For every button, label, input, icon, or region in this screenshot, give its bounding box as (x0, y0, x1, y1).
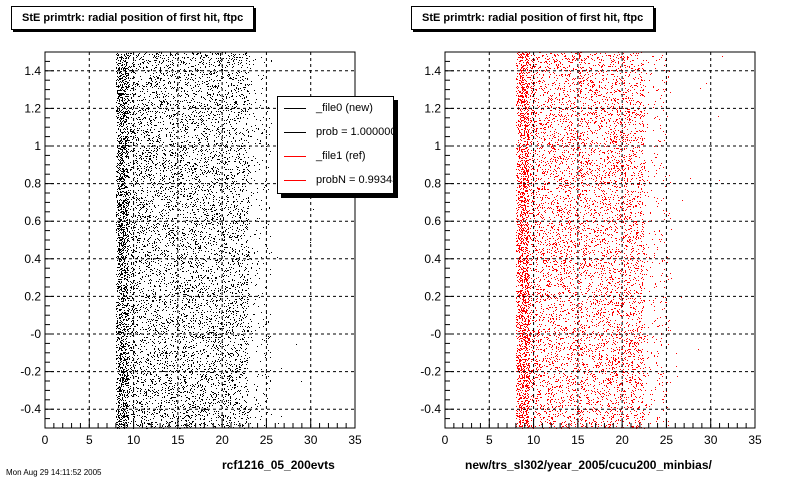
x-tick-label-4: 20 (215, 433, 229, 447)
y-tick-label-8: 1.2 (424, 101, 441, 115)
legend-entry-prob: prob = 1.000000 (278, 121, 394, 145)
x-tick-label-0: 0 (442, 433, 449, 447)
x-tick-label-5: 25 (660, 433, 674, 447)
y-tick-label-3: 0.2 (424, 289, 441, 303)
x-tick-label-1: 5 (86, 433, 93, 447)
x-tick-label-6: 30 (304, 433, 318, 447)
y-tick-label-0: -0.4 (20, 402, 41, 416)
y-tick-label-9: 1.4 (424, 64, 441, 78)
legend-entry-file1: _file1 (ref) (278, 145, 393, 169)
y-tick-label-9: 1.4 (24, 64, 41, 78)
x-tick-label-6: 30 (704, 433, 718, 447)
x-tick-label-3: 15 (171, 433, 185, 447)
y-tick-label-7: 1 (34, 139, 41, 153)
x-tick-label-1: 5 (486, 433, 493, 447)
x-tick-label-2: 10 (127, 433, 141, 447)
right-scatter-plot: 0 5 10 15 20 25 30 35 -0.4 -0.2 -0 0.2 0.4 0.6 0.8 1 1.2… (420, 51, 762, 447)
legend-label-probn: probN = 0.993430 (316, 174, 393, 186)
legend-label-prob: prob = 1.000000 (316, 126, 394, 138)
x-tick-label-2: 10 (527, 433, 541, 447)
legend-box: _file0 (new) prob = 1.000000 _file1 (ref… (277, 96, 394, 194)
y-tick-label-5: 0.6 (24, 214, 41, 228)
x-tick-label-4: 20 (615, 433, 629, 447)
y-tick-label-5: 0.6 (424, 214, 441, 228)
right-x-axis-label: new/trs_sl302/year_2005/cucu200_minbias/ (465, 458, 712, 472)
y-tick-label-8: 1.2 (24, 101, 41, 115)
left-scatter-plot: 0 5 10 15 20 25 30 35 -0.4 -0.2 -0 0.2 0.4 0.6 0.8 1 1.2… (20, 51, 362, 447)
left-chart-panel: StE primtrk: radial position of first hi… (11, 6, 394, 472)
y-tick-label-7: 1 (434, 139, 441, 153)
y-tick-label-1: -0.2 (20, 365, 41, 379)
right-chart-panel: StE primtrk: radial position of first hi… (400, 0, 800, 480)
legend-entry-file0: _file0 (new) (278, 97, 393, 121)
legend-line-file1 (284, 156, 306, 157)
y-tick-label-4: 0.4 (424, 252, 441, 266)
y-tick-label-3: 0.2 (24, 289, 41, 303)
left-chart-title: StE primtrk: radial position of first hi… (11, 6, 255, 30)
legend-line-prob (284, 132, 306, 133)
y-tick-label-4: 0.4 (24, 252, 41, 266)
scatter-points (116, 52, 327, 429)
x-tick-label-7: 35 (748, 433, 762, 447)
x-tick-label-7: 35 (348, 433, 362, 447)
x-tick-label-0: 0 (42, 433, 49, 447)
left-x-axis-label: rcf1216_05_200evts (222, 458, 335, 472)
y-tick-label-6: 0.8 (24, 177, 41, 191)
scatter-points (516, 52, 723, 429)
legend-entry-probn: probN = 0.993430 (278, 169, 393, 193)
legend-label-file1: _file1 (ref) (316, 150, 366, 162)
y-tick-label-0: -0.4 (420, 402, 441, 416)
y-tick-label-2: -0 (430, 327, 441, 341)
y-tick-label-6: 0.8 (424, 177, 441, 191)
legend-line-probn (284, 180, 306, 181)
legend-label-file0: _file0 (new) (316, 102, 373, 114)
right-chart-title: StE primtrk: radial position of first hi… (411, 6, 655, 30)
y-tick-label-2: -0 (30, 327, 41, 341)
legend-line-file0 (284, 108, 306, 109)
timestamp-footer: Mon Aug 29 14:11:52 2005 (6, 468, 102, 477)
x-tick-label-5: 25 (260, 433, 274, 447)
x-tick-label-3: 15 (571, 433, 585, 447)
y-tick-label-1: -0.2 (420, 365, 441, 379)
